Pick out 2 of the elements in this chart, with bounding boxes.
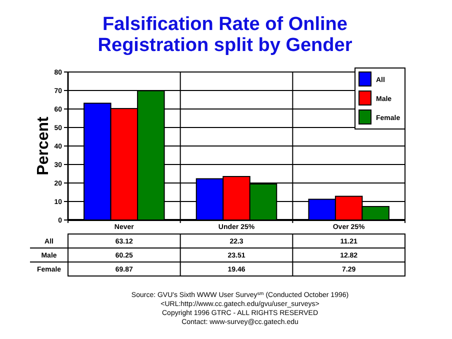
chart-title: Falsification Rate of Online Registration split by Gender (98, 14, 353, 56)
y-axis-title: Percent (35, 116, 52, 176)
